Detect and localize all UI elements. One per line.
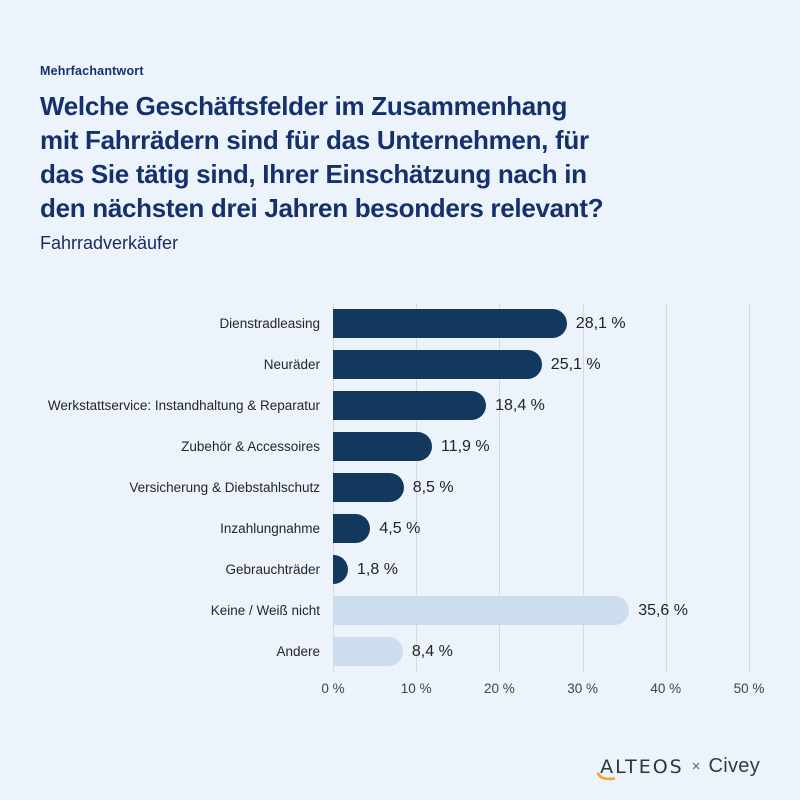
gridline [749, 303, 750, 673]
bar [333, 350, 542, 379]
bar [333, 637, 403, 666]
bar [333, 309, 567, 338]
chart-row: Inzahlungnahme 4,5 % [40, 508, 760, 549]
x-axis-tick-label: 10 % [400, 681, 432, 696]
value-label: 35,6 % [638, 601, 688, 619]
value-label: 28,1 % [575, 314, 626, 332]
bar [333, 432, 432, 461]
value-label: 11,9 % [441, 437, 490, 455]
chart-row: Zubehör & Accessoires 11,9 % [40, 426, 760, 467]
value-label: 8,4 % [411, 642, 453, 660]
category-label: Andere [276, 644, 320, 659]
x-axis-tick-label: 0 % [321, 681, 345, 696]
bar [333, 514, 371, 543]
bar-track: 8,4 % [333, 637, 760, 666]
civey-logo: Civey [708, 755, 760, 777]
category-label: Dienstradleasing [219, 316, 320, 331]
category-label: Versicherung & Diebstahlschutz [129, 480, 320, 495]
value-label: 18,4 % [495, 396, 545, 414]
bar-track: 4,5 % [333, 514, 760, 543]
category-label: Neuräder [263, 357, 320, 372]
question-type-label: Mehrfachantwort [40, 64, 144, 78]
chart-row: Gebrauchträder 1,8 % [40, 549, 760, 590]
bar-track: 1,8 % [333, 555, 760, 584]
brand-logos: ALTEOS × Civey [597, 755, 760, 780]
x-axis-tick-label: 50 % [733, 681, 765, 696]
audience-subtitle: Fahrradverkäufer [40, 233, 179, 253]
title-line: Welche Geschäftsfelder im Zusammenhang [40, 91, 568, 121]
page-title: Welche Geschäftsfelder im Zusammenhang m… [40, 89, 760, 225]
chart-row: Neuräder 25,1 % [40, 344, 760, 385]
category-label: Keine / Weiß nicht [210, 603, 320, 618]
value-label: 1,8 % [357, 560, 398, 578]
x-axis-tick-label: 20 % [484, 681, 515, 696]
gridline [416, 303, 418, 673]
bar [333, 596, 630, 625]
gridline [582, 303, 584, 673]
bar-track: 18,4 % [333, 391, 760, 420]
alteos-swoosh-icon [597, 771, 616, 780]
title-line: mit Fahrrädern sind für das Unternehmen,… [40, 125, 589, 155]
category-label: Gebrauchträder [225, 562, 320, 577]
bar-track: 8,5 % [333, 473, 760, 502]
chart-row: Werkstattservice: Instandhaltung & Repar… [40, 385, 760, 426]
gridline [499, 303, 501, 673]
bar-track: 25,1 % [333, 350, 760, 379]
category-label: Inzahlungnahme [220, 521, 320, 536]
x-axis-tick-label: 30 % [567, 681, 598, 696]
chart-row: Andere 8,4 % [40, 631, 760, 672]
alteos-logo: ALTEOS [597, 755, 684, 780]
bar-track: 11,9 % [333, 432, 760, 461]
value-label: 8,5 % [412, 478, 454, 496]
category-label: Zubehör & Accessoires [181, 439, 320, 454]
x-axis-tick-label: 40 % [650, 681, 682, 696]
bar [333, 473, 404, 502]
chart-row: Versicherung & Diebstahlschutz 8,5 % [40, 467, 760, 508]
category-label: Werkstattservice: Instandhaltung & Repar… [47, 398, 320, 413]
value-label: 25,1 % [550, 355, 601, 373]
title-line: das Sie tätig sind, Ihrer Einschätzung n… [40, 159, 587, 189]
alteos-wordmark: ALTEOS [600, 755, 684, 778]
bar-track: 35,6 % [333, 596, 760, 625]
gridline [665, 303, 667, 673]
logo-separator: × [691, 758, 701, 775]
value-label: 4,5 % [379, 519, 421, 537]
bar-chart: Dienstradleasing 28,1 % Neuräder 25,1 % Werk… [40, 303, 764, 703]
bar [333, 391, 487, 420]
chart-row: Dienstradleasing 28,1 % [40, 303, 760, 344]
x-axis: 0 % 10 % 20 % 30 % 40 % 50 % [40, 673, 764, 703]
title-line: den nächsten drei Jahren besonders relev… [40, 193, 604, 223]
chart-rows: Dienstradleasing 28,1 % Neuräder 25,1 % Werk… [40, 303, 760, 672]
bar-track: 28,1 % [333, 309, 760, 338]
chart-row: Keine / Weiß nicht 35,6 % [40, 590, 760, 631]
bar [333, 555, 348, 584]
